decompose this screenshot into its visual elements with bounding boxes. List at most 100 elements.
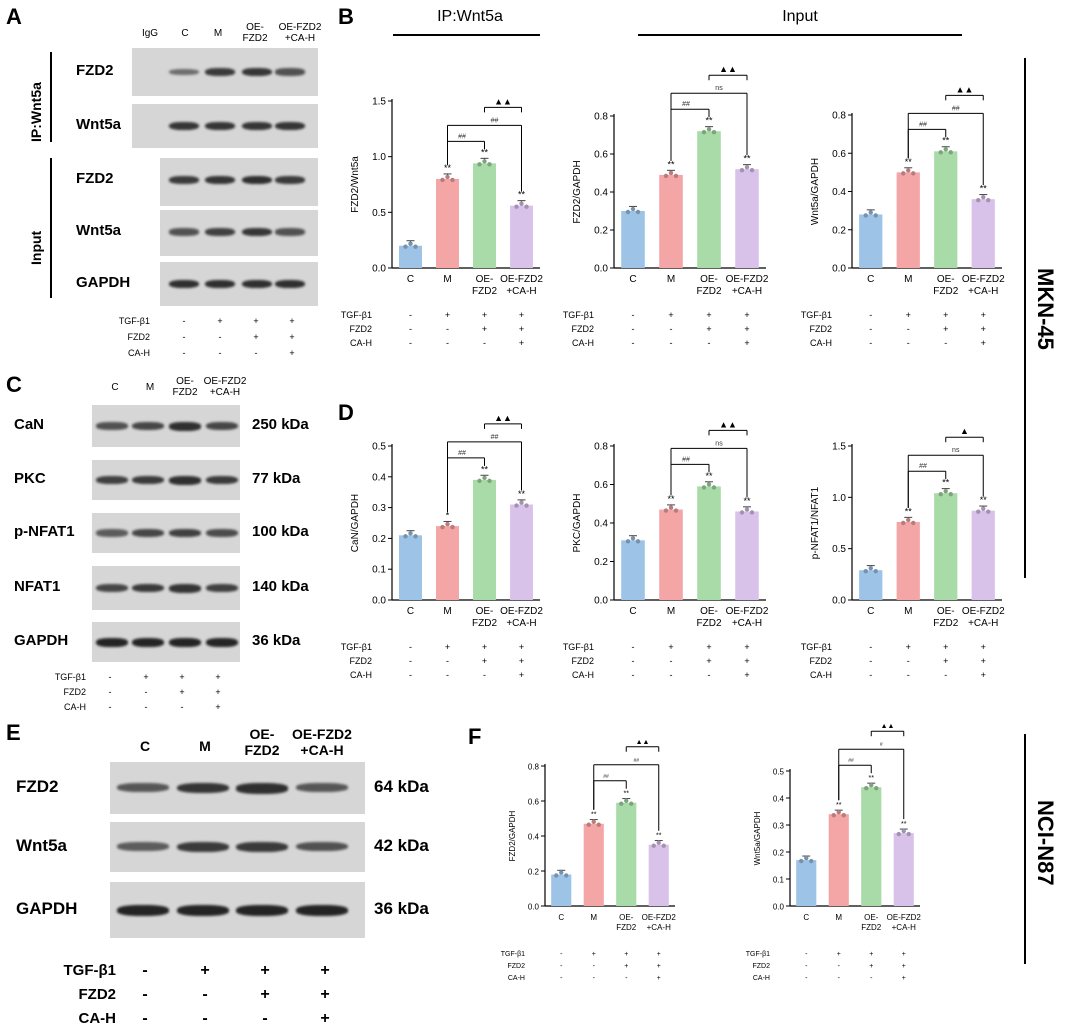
treatment-sign: -	[632, 324, 635, 334]
y-tick-label: 0.5	[832, 544, 846, 555]
treatment-sign: -	[632, 338, 635, 348]
treatment-sign: +	[744, 656, 749, 666]
x-tick-label: +CA-H	[732, 618, 762, 629]
treatment-sign: +	[902, 975, 906, 982]
x-tick-label: M	[835, 913, 842, 922]
treatment-sign: -	[446, 338, 449, 348]
treatment-sign: -	[182, 348, 186, 358]
molecular-weight: 42 kDa	[374, 836, 429, 855]
treatment-label: CA-H	[753, 975, 770, 982]
data-point	[873, 569, 878, 574]
data-point	[976, 197, 981, 203]
protein-band	[96, 584, 128, 593]
panel-label-c: C	[6, 372, 22, 397]
cell-line-mkn45: MKN-45	[1033, 268, 1058, 350]
data-point	[661, 843, 666, 848]
data-point	[896, 831, 901, 837]
treatment-label: FZD2	[572, 324, 595, 334]
bar	[697, 486, 721, 600]
bar	[399, 245, 422, 268]
bar	[735, 511, 759, 600]
treatment-sign: +	[519, 310, 524, 320]
data-point	[809, 858, 814, 864]
bar	[896, 521, 920, 600]
treatment-sign: +	[744, 338, 749, 348]
protein-band	[177, 842, 229, 853]
protein-band	[236, 905, 288, 916]
x-tick-label: C	[629, 606, 636, 617]
molecular-weight: 36 kDa	[252, 632, 301, 649]
significance-marker: **	[481, 147, 489, 157]
protein-band	[132, 584, 164, 593]
data-point	[477, 162, 482, 167]
treatment-sign: +	[981, 324, 986, 334]
input-header: Input	[782, 8, 818, 25]
treatment-sign: -	[805, 975, 808, 982]
treatment-sign: +	[668, 642, 673, 652]
blot-row-label: CaN	[14, 416, 45, 433]
treatment-sign: +	[981, 310, 986, 320]
treatment-sign: +	[519, 656, 524, 666]
y-axis-label: FZD2/GAPDH	[508, 810, 517, 861]
protein-band	[275, 279, 305, 289]
treatment-sign: -	[869, 670, 872, 680]
treatment-label: CA-H	[572, 670, 594, 680]
protein-band	[169, 279, 199, 289]
protein-band	[206, 422, 238, 431]
comparison-label: ▲▲	[956, 84, 974, 94]
x-tick-label: M	[904, 606, 912, 617]
treatment-sign: +	[260, 962, 270, 979]
x-tick-label: +CA-H	[892, 923, 916, 932]
x-tick-label: M	[590, 913, 597, 922]
comparison-label: ##	[491, 117, 499, 124]
treatment-sign: +	[744, 670, 749, 680]
significance-marker: **	[656, 833, 662, 840]
y-tick-label: 0.4	[773, 795, 785, 804]
data-point	[901, 828, 906, 834]
y-tick-label: 0.0	[372, 596, 386, 607]
x-tick-label: M	[667, 274, 675, 285]
treatment-label: TGF-β1	[501, 951, 525, 958]
data-point	[586, 822, 591, 827]
data-point	[863, 569, 868, 574]
protein-band	[206, 529, 238, 537]
treatment-sign: +	[215, 687, 221, 697]
y-tick-label: 0.2	[594, 557, 608, 568]
data-point	[477, 478, 482, 484]
treatment-sign: +	[289, 348, 295, 358]
treatment-sign: -	[870, 975, 873, 982]
protein-band	[177, 783, 229, 794]
data-point	[482, 475, 487, 481]
significance-marker: **	[905, 506, 913, 516]
treatment-sign: +	[289, 316, 295, 326]
treatment-label: TGF-β1	[801, 310, 832, 320]
protein-band	[117, 905, 169, 916]
x-tick-label: C	[558, 913, 564, 922]
data-point	[445, 174, 450, 180]
protein-band	[205, 67, 235, 77]
x-tick-label: OE-	[476, 606, 494, 617]
treatment-sign: -	[670, 670, 673, 680]
treatment-sign: -	[144, 687, 148, 697]
blot-row-label: NFAT1	[14, 578, 61, 595]
data-point	[519, 201, 524, 206]
significance-marker: **	[980, 184, 988, 194]
bar	[621, 540, 645, 600]
y-tick-label: 0.6	[528, 798, 540, 807]
comparison-label: ##	[682, 101, 690, 108]
data-point	[629, 801, 634, 806]
x-tick-label: OE-FZD2	[500, 606, 543, 617]
treatment-sign: +	[706, 310, 711, 320]
data-point	[619, 801, 624, 806]
ip-bracket	[50, 52, 52, 142]
y-tick-label: 0.0	[832, 596, 846, 607]
data-point	[656, 840, 661, 845]
significance-marker: **	[705, 116, 713, 126]
data-point	[739, 168, 745, 173]
protein-band	[205, 228, 235, 236]
significance-marker: **	[667, 494, 675, 504]
treatment-sign: -	[446, 670, 449, 680]
treatment-sign: +	[943, 310, 948, 320]
bar	[648, 844, 669, 906]
data-point	[749, 168, 755, 173]
